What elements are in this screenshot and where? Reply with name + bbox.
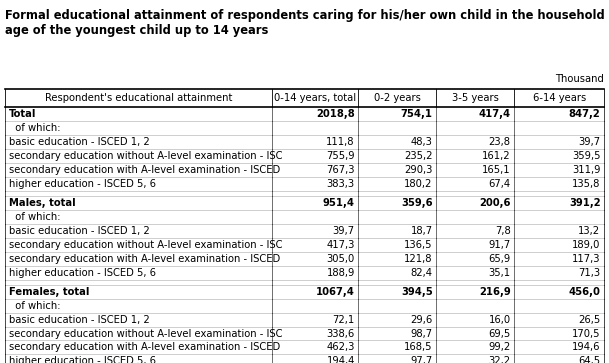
- Text: 305,0: 305,0: [326, 254, 355, 264]
- Text: 91,7: 91,7: [488, 240, 510, 250]
- Text: 456,0: 456,0: [569, 286, 600, 297]
- Text: 72,1: 72,1: [333, 314, 355, 325]
- Text: 99,2: 99,2: [488, 342, 510, 352]
- Text: 165,1: 165,1: [482, 165, 510, 175]
- Text: 111,8: 111,8: [326, 137, 355, 147]
- Text: Respondent's educational attainment: Respondent's educational attainment: [44, 93, 232, 103]
- Text: 13,2: 13,2: [579, 226, 600, 236]
- Text: of which:: of which:: [9, 123, 61, 133]
- Text: basic education - ISCED 1, 2: basic education - ISCED 1, 2: [9, 137, 150, 147]
- Text: 0-2 years: 0-2 years: [374, 93, 421, 103]
- Text: 39,7: 39,7: [333, 226, 355, 236]
- Text: 755,9: 755,9: [326, 151, 355, 161]
- Text: 417,3: 417,3: [326, 240, 355, 250]
- Text: 194,6: 194,6: [572, 342, 600, 352]
- Text: basic education - ISCED 1, 2: basic education - ISCED 1, 2: [9, 226, 150, 236]
- Text: 136,5: 136,5: [404, 240, 432, 250]
- Text: 35,1: 35,1: [488, 268, 510, 278]
- Text: 3-5 years: 3-5 years: [452, 93, 499, 103]
- Text: 383,3: 383,3: [326, 179, 355, 189]
- Text: 65,9: 65,9: [488, 254, 510, 264]
- Text: 16,0: 16,0: [488, 314, 510, 325]
- Text: 23,8: 23,8: [488, 137, 510, 147]
- Text: secondary education without A-level examination - ISC: secondary education without A-level exam…: [9, 151, 283, 161]
- Text: 290,3: 290,3: [404, 165, 432, 175]
- Text: 417,4: 417,4: [479, 109, 510, 119]
- Text: 98,7: 98,7: [410, 329, 432, 339]
- Text: secondary education without A-level examination - ISC: secondary education without A-level exam…: [9, 240, 283, 250]
- Text: 359,6: 359,6: [401, 198, 432, 208]
- Text: 847,2: 847,2: [569, 109, 600, 119]
- Text: 311,9: 311,9: [572, 165, 600, 175]
- Text: 6-14 years: 6-14 years: [532, 93, 586, 103]
- Text: 161,2: 161,2: [482, 151, 510, 161]
- Text: 2018,8: 2018,8: [316, 109, 355, 119]
- Text: 235,2: 235,2: [404, 151, 432, 161]
- Text: 26,5: 26,5: [578, 314, 600, 325]
- Text: 39,7: 39,7: [579, 137, 600, 147]
- Text: 1067,4: 1067,4: [316, 286, 355, 297]
- Text: 48,3: 48,3: [411, 137, 432, 147]
- Text: of which:: of which:: [9, 212, 61, 222]
- Text: 359,5: 359,5: [572, 151, 600, 161]
- Text: 135,8: 135,8: [572, 179, 600, 189]
- Text: 117,3: 117,3: [572, 254, 600, 264]
- Text: 462,3: 462,3: [326, 342, 355, 352]
- Text: Males, total: Males, total: [9, 198, 76, 208]
- Text: secondary education with A-level examination - ISCED: secondary education with A-level examina…: [9, 342, 280, 352]
- Text: 71,3: 71,3: [579, 268, 600, 278]
- Text: higher education - ISCED 5, 6: higher education - ISCED 5, 6: [9, 179, 156, 189]
- Text: 180,2: 180,2: [404, 179, 432, 189]
- Text: 951,4: 951,4: [323, 198, 355, 208]
- Text: 200,6: 200,6: [479, 198, 510, 208]
- Text: 216,9: 216,9: [479, 286, 510, 297]
- Text: higher education - ISCED 5, 6: higher education - ISCED 5, 6: [9, 356, 156, 363]
- Text: 189,0: 189,0: [572, 240, 600, 250]
- Text: 391,2: 391,2: [569, 198, 600, 208]
- Text: 67,4: 67,4: [488, 179, 510, 189]
- Text: 168,5: 168,5: [404, 342, 432, 352]
- Text: higher education - ISCED 5, 6: higher education - ISCED 5, 6: [9, 268, 156, 278]
- Text: 29,6: 29,6: [410, 314, 432, 325]
- Text: 69,5: 69,5: [488, 329, 510, 339]
- Text: 121,8: 121,8: [404, 254, 432, 264]
- Text: 64,5: 64,5: [579, 356, 600, 363]
- Text: secondary education with A-level examination - ISCED: secondary education with A-level examina…: [9, 165, 280, 175]
- Text: 97,7: 97,7: [410, 356, 432, 363]
- Text: 18,7: 18,7: [410, 226, 432, 236]
- Text: 32,2: 32,2: [488, 356, 510, 363]
- Text: 338,6: 338,6: [326, 329, 355, 339]
- Text: of which:: of which:: [9, 301, 61, 311]
- Text: 767,3: 767,3: [326, 165, 355, 175]
- Text: secondary education without A-level examination - ISC: secondary education without A-level exam…: [9, 329, 283, 339]
- Text: basic education - ISCED 1, 2: basic education - ISCED 1, 2: [9, 314, 150, 325]
- Text: secondary education with A-level examination - ISCED: secondary education with A-level examina…: [9, 254, 280, 264]
- Text: Total: Total: [9, 109, 37, 119]
- Text: 7,8: 7,8: [495, 226, 510, 236]
- Text: 0-14 years, total: 0-14 years, total: [274, 93, 356, 103]
- Text: 82,4: 82,4: [410, 268, 432, 278]
- Text: 188,9: 188,9: [326, 268, 355, 278]
- Text: Formal educational attainment of respondents caring for his/her own child in the: Formal educational attainment of respond…: [5, 9, 609, 37]
- Text: Thousand: Thousand: [555, 74, 604, 85]
- Text: 394,5: 394,5: [401, 286, 432, 297]
- Text: 194,4: 194,4: [326, 356, 355, 363]
- Text: 754,1: 754,1: [401, 109, 432, 119]
- Text: Females, total: Females, total: [9, 286, 90, 297]
- Text: 170,5: 170,5: [572, 329, 600, 339]
